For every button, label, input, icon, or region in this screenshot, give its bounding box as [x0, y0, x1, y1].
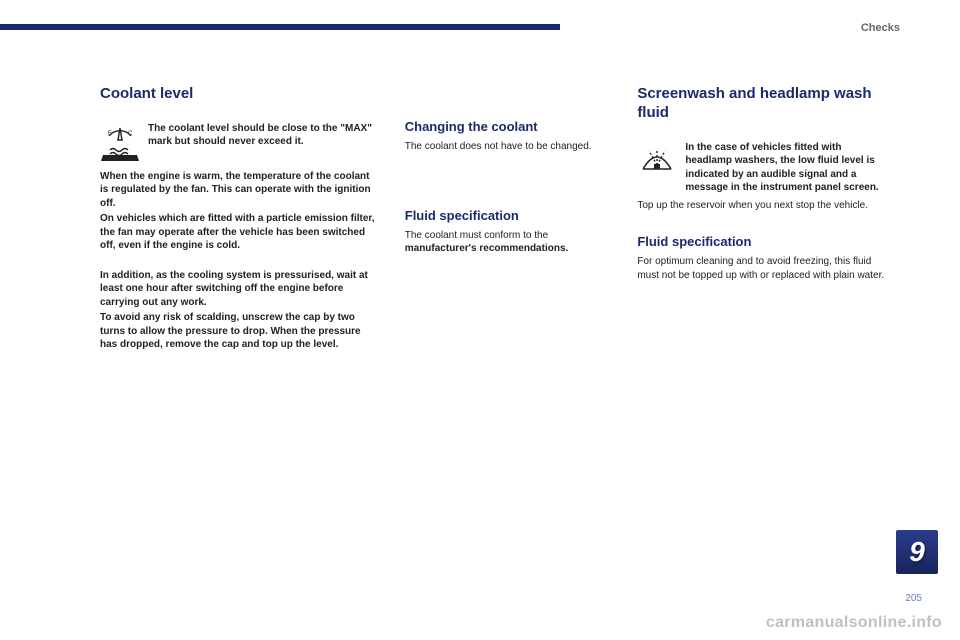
screenwash-lead-text: In the case of vehicles fitted with head…: [685, 141, 890, 195]
changing-coolant-text: The coolant does not have to be changed.: [405, 140, 610, 154]
column-coolant-level: Coolant level F C The coolant level shou…: [100, 85, 377, 352]
heading-changing-coolant: Changing the coolant: [405, 119, 610, 134]
heading-fluid-spec-2: Fluid specification: [637, 234, 890, 249]
header-bar: [0, 24, 560, 30]
coolant-para-1: When the engine is warm, the temperature…: [100, 170, 377, 211]
fluid-spec-1-text: The coolant must conform to the manufact…: [405, 229, 610, 256]
coolant-lead-text: The coolant level should be close to the…: [148, 122, 377, 149]
coolant-para-2: On vehicles which are fitted with a part…: [100, 212, 377, 253]
heading-screenwash: Screenwash and headlamp wash fluid: [637, 85, 890, 123]
coolant-para-3: In addition, as the cooling system is pr…: [100, 269, 377, 310]
column-changing-coolant: Changing the coolant The coolant does no…: [405, 85, 610, 352]
coolant-temp-icon: F C: [100, 122, 140, 162]
page-number: 205: [905, 593, 922, 604]
chapter-badge: 9: [896, 530, 938, 574]
watermark: carmanualsonline.info: [766, 614, 942, 632]
coolant-para-4: To avoid any risk of scalding, unscrew t…: [100, 311, 377, 352]
chapter-number: 9: [909, 536, 925, 568]
fluid-spec-2-text: For optimum cleaning and to avoid freezi…: [637, 255, 890, 282]
section-label: Checks: [861, 22, 900, 34]
heading-coolant-level: Coolant level: [100, 85, 377, 104]
washer-fluid-icon: [637, 141, 677, 181]
svg-text:F: F: [108, 131, 112, 137]
svg-text:C: C: [128, 131, 133, 137]
column-screenwash: Screenwash and headlamp wash fluid In th…: [637, 85, 890, 352]
page-content: Coolant level F C The coolant level shou…: [100, 85, 890, 352]
heading-fluid-spec-1: Fluid specification: [405, 208, 610, 223]
screenwash-para-1: Top up the reservoir when you next stop …: [637, 199, 890, 213]
